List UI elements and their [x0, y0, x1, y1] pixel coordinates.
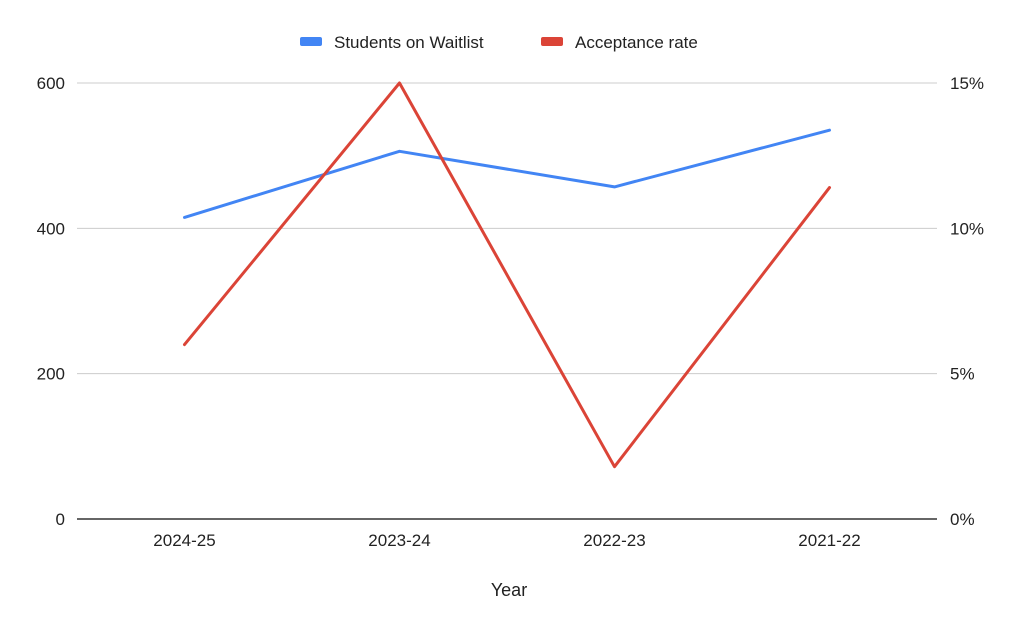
- y-tick-label: 600: [37, 74, 65, 93]
- legend-label: Acceptance rate: [575, 33, 698, 52]
- gridlines: [77, 82, 937, 520]
- y2-tick-label: 0%: [950, 510, 975, 529]
- series-line-1: [183, 128, 831, 219]
- series-line-2: [183, 81, 831, 469]
- legend-swatch: [300, 37, 322, 46]
- y-tick-label: 400: [37, 219, 65, 238]
- y2-tick-label: 15%: [950, 74, 984, 93]
- x-tick-label: 2024-25: [153, 531, 215, 550]
- right-y-axis: 0% 5% 10% 15%: [950, 74, 984, 529]
- y2-tick-label: 10%: [950, 219, 984, 238]
- series-layer: [183, 81, 831, 469]
- y-tick-label: 0: [56, 510, 65, 529]
- legend: Students on Waitlist Acceptance rate: [300, 33, 698, 52]
- legend-label: Students on Waitlist: [334, 33, 484, 52]
- x-tick-label: 2022-23: [583, 531, 645, 550]
- y2-tick-label: 5%: [950, 365, 975, 384]
- x-axis-title: Year: [491, 580, 527, 600]
- x-axis: 2024-25 2023-24 2022-23 2021-22: [153, 531, 860, 550]
- legend-swatch: [541, 37, 563, 46]
- y-tick-label: 200: [37, 365, 65, 384]
- x-tick-label: 2021-22: [798, 531, 860, 550]
- x-tick-label: 2023-24: [368, 531, 430, 550]
- left-y-axis: 0 200 400 600: [37, 74, 65, 529]
